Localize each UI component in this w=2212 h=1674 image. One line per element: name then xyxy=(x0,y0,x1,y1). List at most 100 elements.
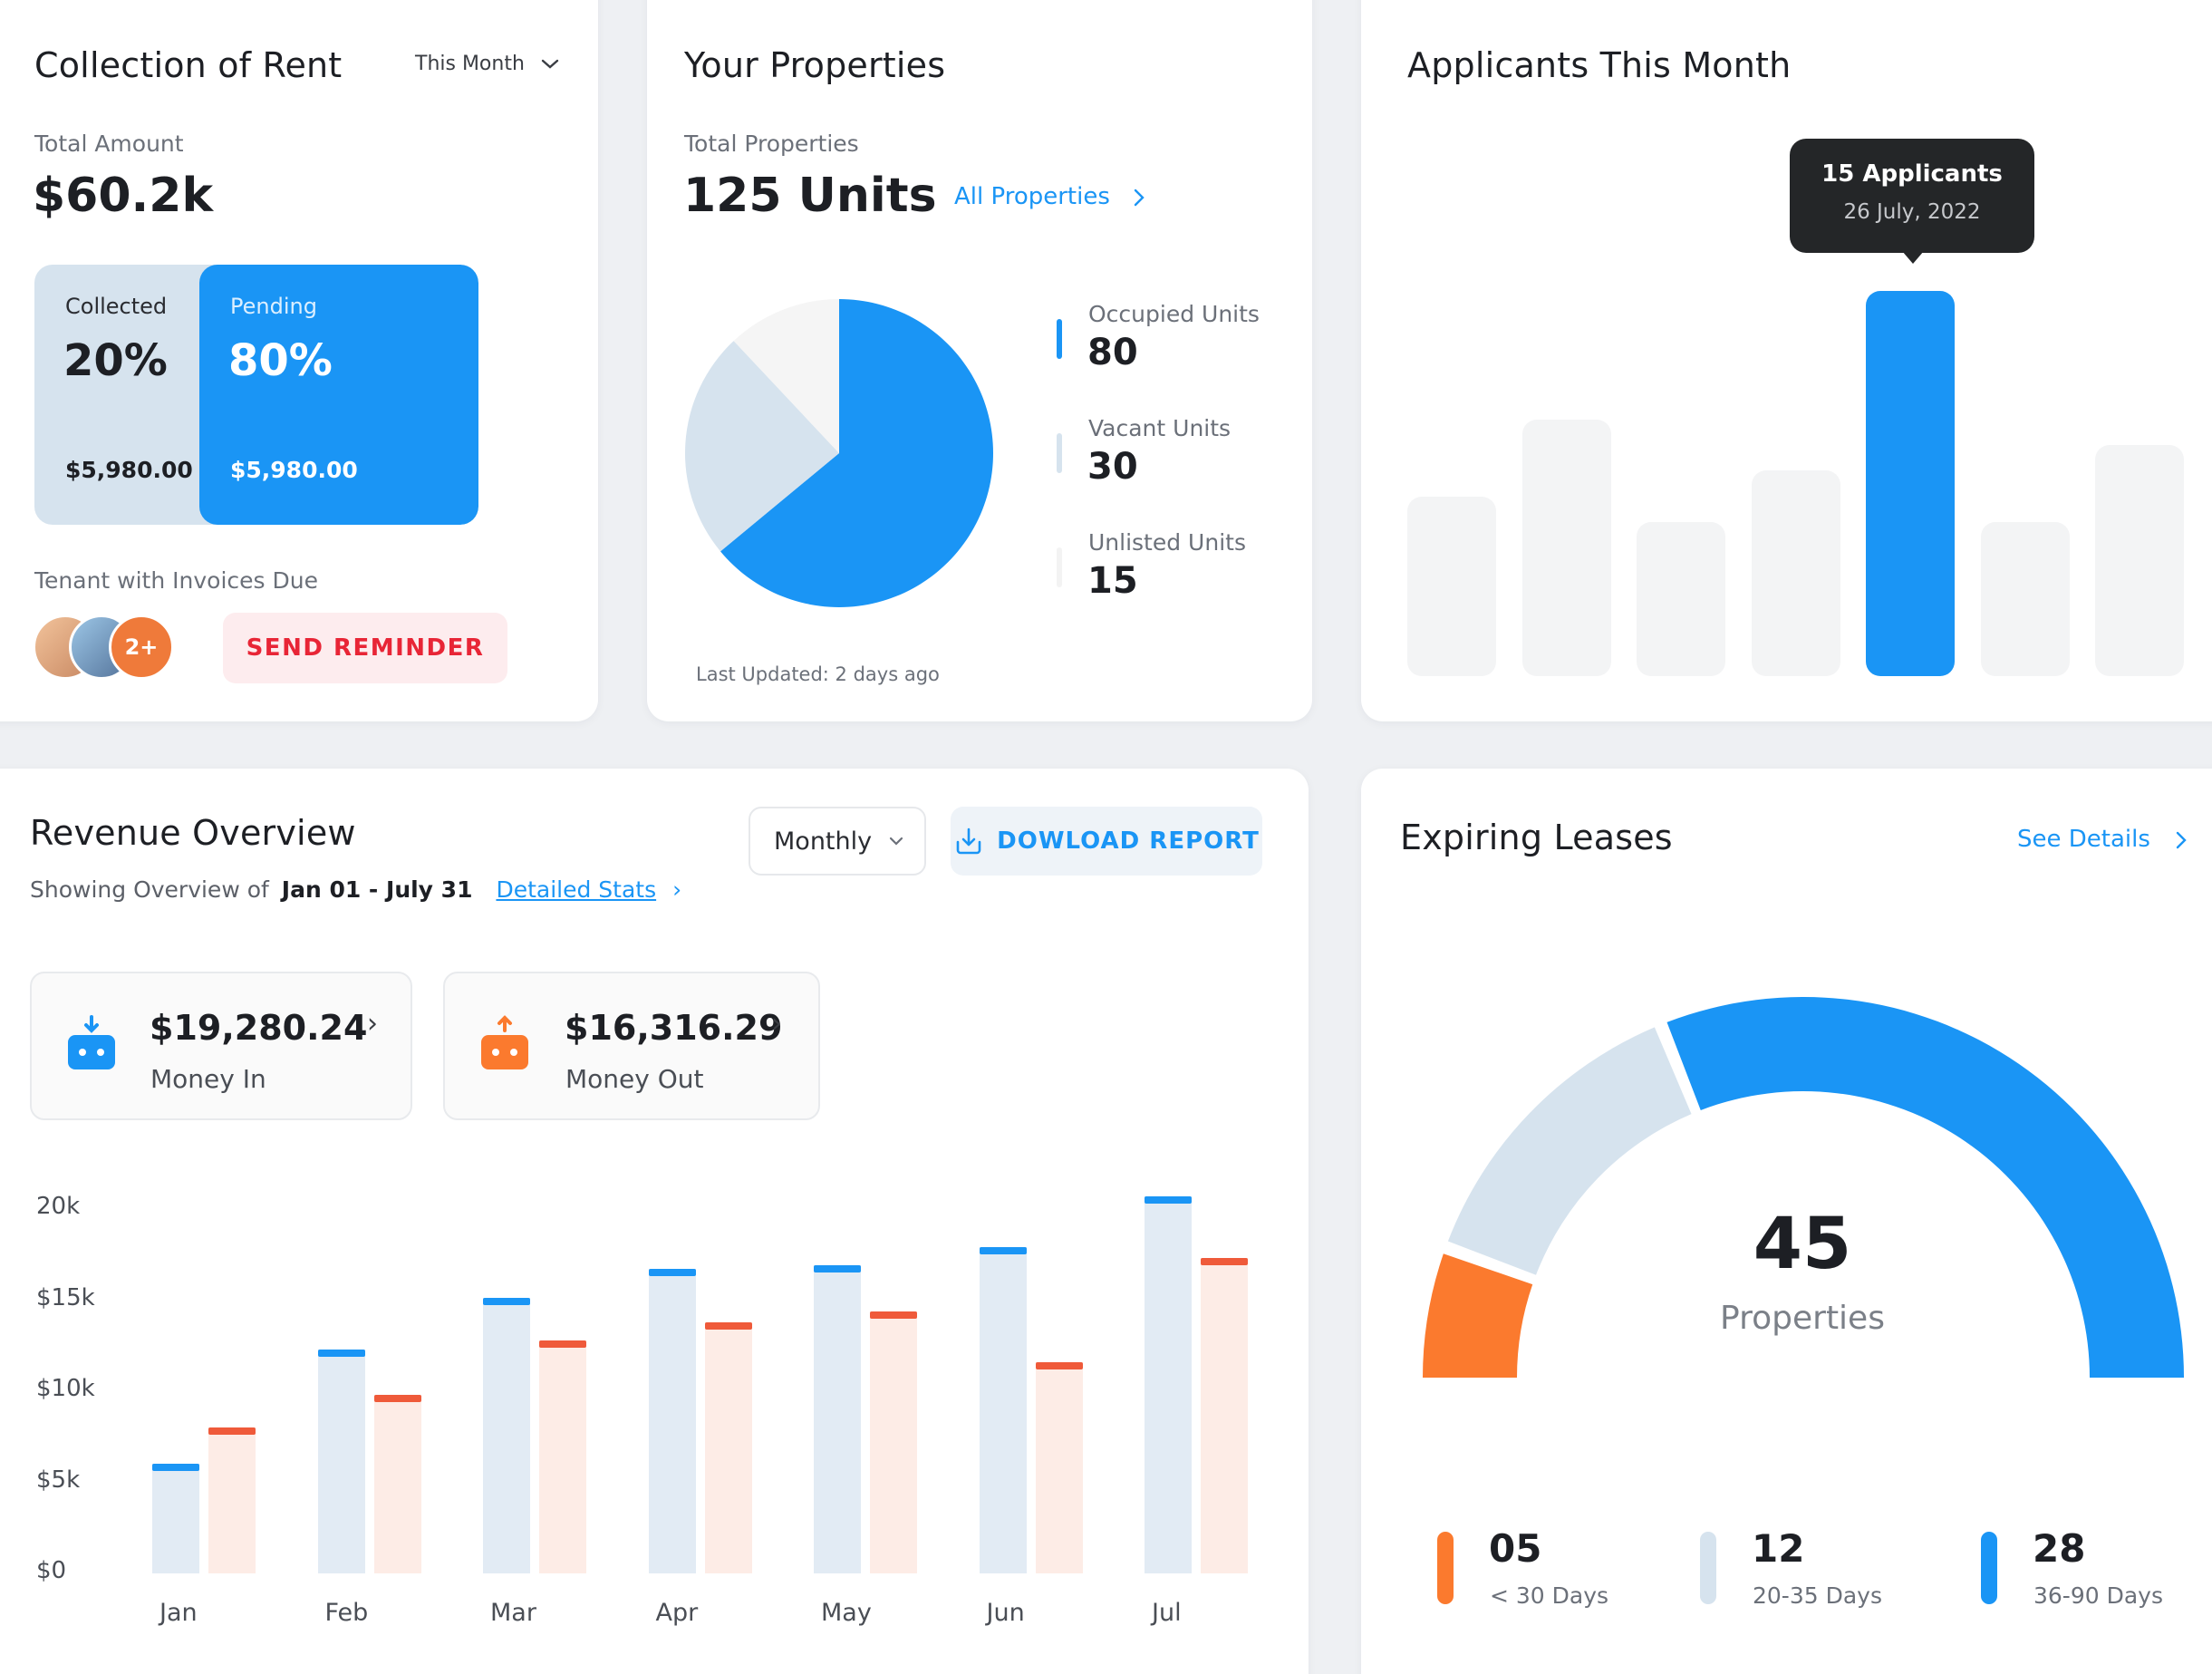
applicants-bar-highlighted[interactable] xyxy=(1866,291,1955,676)
subtitle-range: Jan 01 - July 31 xyxy=(281,876,473,903)
money-in-bar-cap xyxy=(483,1298,530,1306)
lease-label-mid: 20-35 Days xyxy=(1753,1582,1882,1609)
money-in-bar-cap xyxy=(1145,1195,1192,1204)
money-in-bar[interactable] xyxy=(152,1464,199,1573)
pie-slice-vacant xyxy=(685,341,839,552)
applicants-title: Applicants This Month xyxy=(1407,45,1792,85)
money-in-bar-cap xyxy=(814,1265,861,1273)
unlisted-units-label: Unlisted Units xyxy=(1088,529,1246,556)
gauge-segment-mid xyxy=(1447,1027,1692,1275)
applicants-bar[interactable] xyxy=(1637,522,1725,676)
money-out-bar[interactable] xyxy=(539,1340,586,1573)
applicants-bar[interactable] xyxy=(1751,470,1840,676)
x-axis-label: Feb xyxy=(324,1599,369,1627)
subtitle-prefix: Showing Overview of xyxy=(30,876,269,903)
money-out-bar-cap xyxy=(1201,1258,1248,1266)
send-reminder-button[interactable]: SEND REMINDER xyxy=(223,613,507,683)
money-out-card[interactable]: $16,316.29 Money Out › xyxy=(443,972,820,1120)
x-axis-label: Jul xyxy=(1152,1599,1182,1627)
money-in-label: Money In xyxy=(150,1064,266,1094)
collection-split-box: Collected 20% $5,980.00 Pending 80% $5,9… xyxy=(34,265,478,525)
detailed-stats-link[interactable]: Detailed Stats xyxy=(496,876,657,903)
money-out-bar[interactable] xyxy=(208,1427,256,1573)
see-details-link[interactable]: See Details xyxy=(2017,826,2188,853)
properties-pie-chart xyxy=(685,299,993,607)
unlisted-legend-marker xyxy=(1057,547,1062,587)
pending-panel: Pending 80% $5,980.00 xyxy=(199,265,478,525)
all-properties-link[interactable]: All Properties xyxy=(954,183,1146,210)
last-updated-text: Last Updated: 2 days ago xyxy=(696,663,940,685)
money-out-bar-cap xyxy=(1035,1361,1083,1369)
pending-percent: 80% xyxy=(228,335,333,386)
total-amount-value: $60.2k xyxy=(33,169,214,223)
pie-slice-occupied xyxy=(720,299,993,607)
x-axis-label: Jan xyxy=(159,1599,198,1627)
money-in-bar[interactable] xyxy=(979,1247,1027,1573)
money-in-bar[interactable] xyxy=(814,1265,861,1573)
x-axis-label: Jun xyxy=(986,1599,1025,1627)
money-in-value: $19,280.24 xyxy=(150,1008,368,1048)
applicants-bar[interactable] xyxy=(1521,419,1611,676)
applicants-bar[interactable] xyxy=(1407,496,1496,676)
money-in-bar[interactable] xyxy=(317,1349,365,1573)
tooltip-pointer xyxy=(1902,251,1924,264)
money-out-value: $16,316.29 xyxy=(565,1008,783,1048)
lease-label-short: < 30 Days xyxy=(1490,1582,1609,1609)
money-out-bar[interactable] xyxy=(704,1321,752,1573)
lease-marker-long xyxy=(1981,1532,1997,1604)
x-axis-label: May xyxy=(821,1599,872,1627)
period-dropdown[interactable]: This Month xyxy=(415,53,560,75)
money-out-bar[interactable] xyxy=(373,1395,421,1573)
occupied-units-value: 80 xyxy=(1087,332,1138,373)
money-out-bar[interactable] xyxy=(870,1311,917,1573)
applicants-tooltip: 15 Applicants 26 July, 2022 xyxy=(1790,139,2034,264)
leases-title: Expiring Leases xyxy=(1400,818,1673,857)
tooltip-date: 26 July, 2022 xyxy=(1843,200,1981,224)
money-out-bar[interactable] xyxy=(1035,1361,1083,1573)
money-in-bar[interactable] xyxy=(1145,1195,1192,1573)
lease-marker-mid xyxy=(1700,1532,1716,1604)
wallet-out-icon xyxy=(481,1015,528,1069)
chevron-right-icon: › xyxy=(672,876,682,903)
money-out-label: Money Out xyxy=(565,1064,704,1094)
lease-label-long: 36-90 Days xyxy=(2033,1582,2163,1609)
lease-marker-short xyxy=(1437,1532,1454,1604)
applicants-bar[interactable] xyxy=(1980,522,2070,676)
chevron-right-icon xyxy=(1134,189,1145,206)
x-axis-label: Apr xyxy=(655,1599,699,1627)
total-amount-label: Total Amount xyxy=(34,131,184,157)
collected-amount: $5,980.00 xyxy=(65,457,193,483)
lease-value-long: 28 xyxy=(2033,1526,2086,1571)
applicants-bar[interactable] xyxy=(2095,445,2184,676)
leases-gauge-chart xyxy=(1423,997,2184,1378)
download-report-button[interactable]: DOWLOAD REPORT xyxy=(951,807,1262,876)
money-in-bar[interactable] xyxy=(483,1298,530,1573)
collected-percent: 20% xyxy=(63,335,168,386)
money-in-bar[interactable] xyxy=(648,1269,696,1573)
period-select[interactable]: Monthly xyxy=(749,807,926,876)
money-out-bar[interactable] xyxy=(1201,1258,1248,1573)
chevron-down-icon xyxy=(890,837,903,846)
money-in-card[interactable]: $19,280.24 Money In › xyxy=(30,972,412,1120)
y-axis-tick: $0 xyxy=(36,1557,67,1584)
period-label: This Month xyxy=(415,53,525,75)
more-tenants-avatar[interactable]: 2+ xyxy=(109,614,174,680)
y-axis-tick: 20k xyxy=(36,1193,81,1220)
gauge-segment-long xyxy=(1666,997,2184,1378)
download-icon xyxy=(956,827,981,855)
vacant-units-label: Vacant Units xyxy=(1088,415,1232,441)
gauge-center-value: 45 xyxy=(1753,1204,1852,1285)
money-out-bar-cap xyxy=(373,1395,421,1403)
pie-slice-unlisted xyxy=(733,299,839,453)
y-axis-tick: $5k xyxy=(36,1466,81,1494)
money-in-bar-cap xyxy=(979,1247,1027,1255)
lease-value-short: 05 xyxy=(1489,1526,1542,1571)
money-out-bar-cap xyxy=(539,1340,586,1348)
money-out-bar-cap xyxy=(208,1427,256,1436)
all-properties-label: All Properties xyxy=(954,183,1110,210)
money-in-bar-cap xyxy=(317,1349,365,1357)
pending-amount: $5,980.00 xyxy=(230,457,358,483)
gauge-center-label: Properties xyxy=(1720,1300,1885,1337)
tooltip-count: 15 Applicants xyxy=(1821,160,2003,188)
revenue-title: Revenue Overview xyxy=(30,813,356,853)
